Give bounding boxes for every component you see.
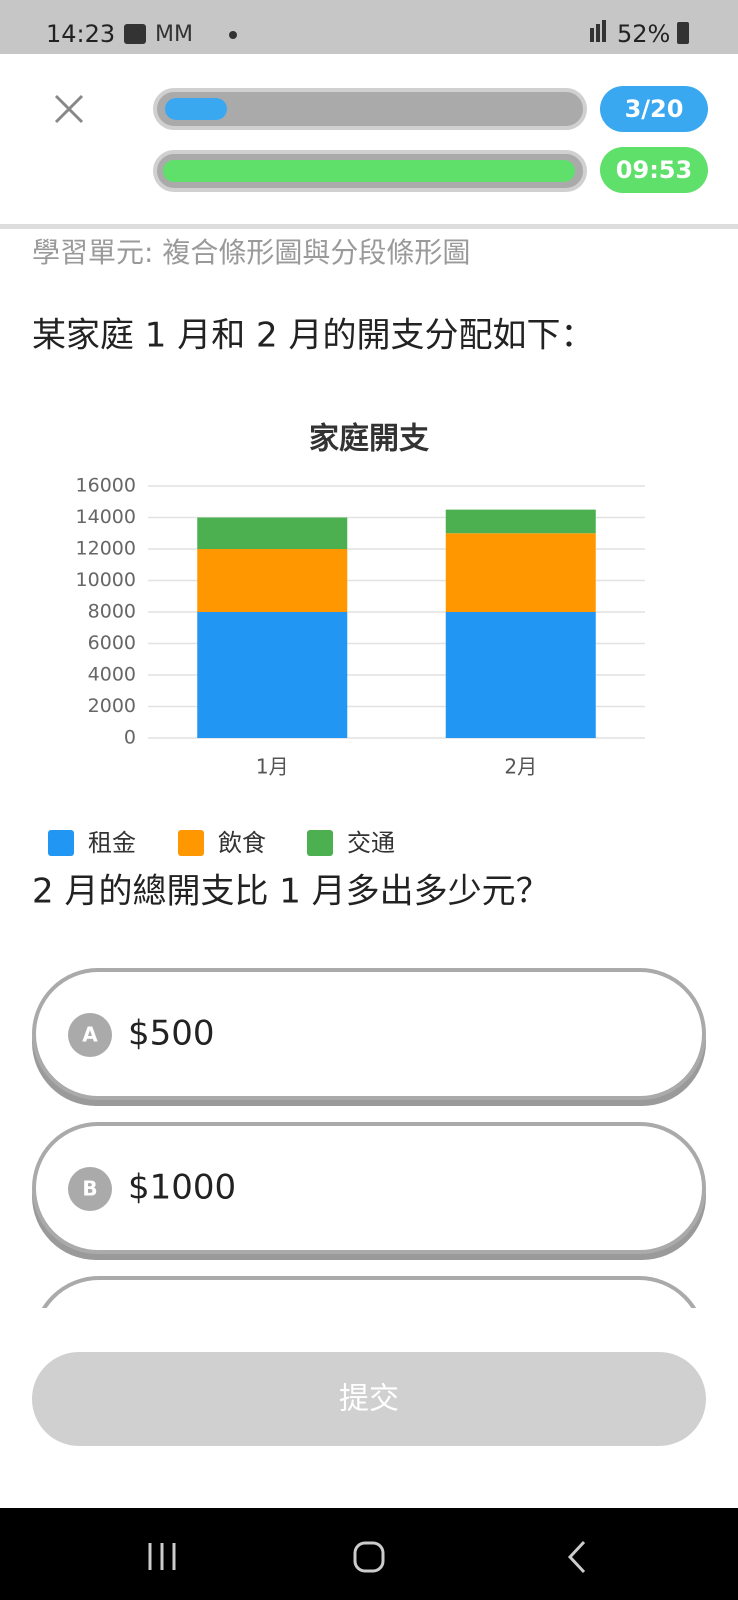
option-text: $500 xyxy=(128,1014,215,1054)
legend-swatch xyxy=(178,830,204,856)
y-tick-label: 6000 xyxy=(88,632,136,654)
y-tick-label: 8000 xyxy=(88,601,136,623)
option-text: $1000 xyxy=(128,1168,236,1208)
timer-fill xyxy=(163,160,575,182)
submit-text: 提交 xyxy=(339,1382,399,1417)
close-button[interactable] xyxy=(54,94,84,124)
legend-label: 飲食 xyxy=(218,829,266,857)
nav-icons[interactable] xyxy=(148,1540,586,1574)
legend-swatch xyxy=(48,830,74,856)
header-divider xyxy=(0,224,738,229)
bar-segment xyxy=(445,509,596,534)
timer-pill xyxy=(600,147,708,193)
submit-button[interactable] xyxy=(32,1352,706,1446)
status-icons: MM xyxy=(124,20,689,47)
bar-segment xyxy=(445,612,596,738)
option-letter: B xyxy=(82,1177,97,1201)
option-button[interactable] xyxy=(32,968,706,1100)
x-tick-label: 1月 xyxy=(256,755,289,779)
nav-bar xyxy=(0,1508,738,1600)
chart: 家庭開支 0 2000 4000 6000 8000 10000 12000 14000 160… xyxy=(48,422,645,857)
question: 2 月的總開支比 1 月多出多少元？ xyxy=(32,872,550,912)
y-tick-label: 4000 xyxy=(88,664,136,686)
svg-text:MM: MM xyxy=(155,22,193,47)
option-letter-badge xyxy=(68,1013,112,1057)
legend-swatch xyxy=(307,830,333,856)
option-partial[interactable] xyxy=(34,1276,704,1408)
bar-segment xyxy=(197,612,348,738)
progress-track xyxy=(153,88,587,130)
progress-pill xyxy=(600,86,708,132)
y-tick-label: 12000 xyxy=(76,538,136,560)
x-tick-label: 2月 xyxy=(504,755,537,779)
status-battery: 52% xyxy=(617,20,670,48)
progress-fill xyxy=(165,98,227,120)
bar-segment xyxy=(445,533,596,612)
chart-title: 家庭開支 xyxy=(309,422,429,457)
status-bar xyxy=(0,0,738,54)
progress-text: 3/20 xyxy=(625,95,684,123)
y-tick-label: 2000 xyxy=(88,695,136,717)
legend-label: 租金 xyxy=(88,829,136,857)
bar-segment xyxy=(197,549,348,612)
bar-segment xyxy=(197,517,348,549)
y-tick-label: 16000 xyxy=(76,475,136,497)
y-tick-label: 0 xyxy=(124,727,136,749)
question-intro: 某家庭 1 月和 2 月的開支分配如下： xyxy=(32,316,595,356)
legend-label: 交通 xyxy=(347,829,395,857)
option-button[interactable] xyxy=(32,1122,706,1254)
option-letter: A xyxy=(82,1023,98,1047)
timer-text: 09:53 xyxy=(616,156,692,184)
y-tick-label: 10000 xyxy=(76,569,136,591)
options: A $500 B $1000 xyxy=(32,968,706,1260)
y-tick-label: 14000 xyxy=(76,506,136,528)
option-letter-badge xyxy=(68,1167,112,1211)
status-time: 14:23 xyxy=(46,20,115,48)
unit-label: 學習單元: 複合條形圖與分段條形圖 xyxy=(32,236,470,269)
